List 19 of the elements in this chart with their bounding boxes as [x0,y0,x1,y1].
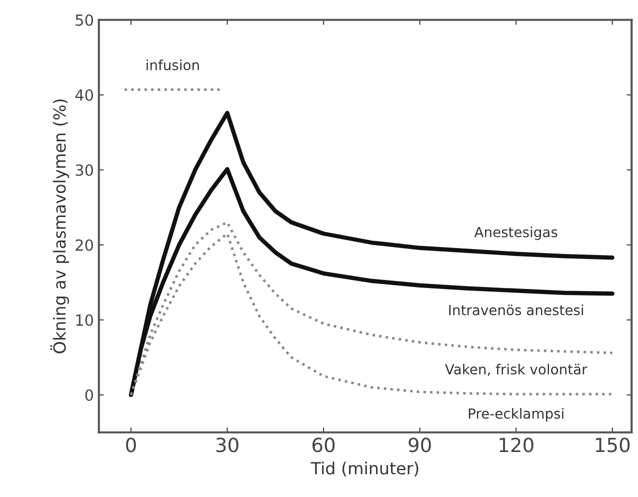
y-tick-label: 20 [76,239,94,251]
x-tick-label: 90 [408,438,431,452]
x-tick-label: 30 [216,438,238,452]
y-tick-label: 50 [76,14,94,26]
series-label: Vaken, frisk volontär [445,364,588,376]
series-label: Anestesigas [474,226,558,240]
x-tick-label: 0 [126,438,136,452]
series-label: infusion [146,60,199,70]
x-tick-label: 120 [500,438,534,452]
y-tick-label: 30 [76,164,94,176]
x-tick-label: 60 [312,438,335,452]
y-tick-label: 10 [76,314,94,326]
x-axis-title: Tid (minuter) [310,462,418,476]
y-axis-title: Ökning av plasmavolymen (%) [50,100,70,354]
y-tick-label: 0 [85,389,94,401]
series-label: Pre-ecklampsi [468,408,564,422]
y-tick-label: 40 [75,89,94,101]
series-label: Intravenös anestesi [449,304,584,316]
x-tick-label: 150 [596,438,630,452]
